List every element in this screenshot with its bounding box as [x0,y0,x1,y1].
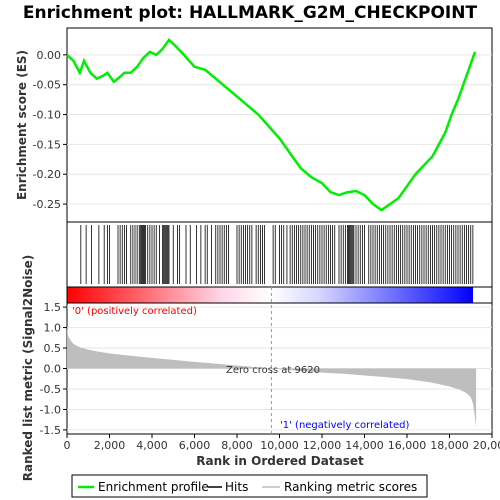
es-panel: 0.00 -0.05 -0.10 -0.15 -0.20 -0.25 [33,27,493,223]
es-tick-label: -0.15 [33,138,61,151]
chart-title: Enrichment plot: HALLMARK_G2M_CHECKPOINT [23,3,478,23]
metric-tick-label: -0.5 [40,383,61,396]
x-tick-label: 20,000 [473,439,500,452]
metric-y-axis-label: Ranked list metric (Signal2Noise) [21,255,35,482]
metric-tick-label: 0.5 [44,342,62,355]
rank-color-bar [67,287,473,303]
x-axis-ticks: 0 2,000 4,000 6,000 8,000 10,000 12,000 14,000 1… [64,434,500,452]
legend-metric-label: Ranking metric scores [284,480,417,494]
zero-cross-label: Zero cross at 9620 [226,365,320,376]
x-tick-label: 6,000 [179,439,211,452]
metric-y-ticks: 1.5 1.0 0.5 0.0 -0.5 -1.0 -1.5 [40,301,67,437]
x-tick-label: 2,000 [94,439,126,452]
x-tick-label: 0 [64,439,71,452]
metric-tick-label: -1.5 [40,424,61,437]
legend: Enrichment profile Hits Ranking metric s… [71,474,428,498]
x-tick-label: 18,000 [430,439,469,452]
legend-profile-label: Enrichment profile [98,480,209,494]
x-tick-label: 4,000 [136,439,168,452]
es-grid [67,54,492,205]
legend-hits-label: Hits [225,480,248,494]
hits-panel [66,221,493,288]
metric-tick-label: -1.0 [40,403,61,416]
x-tick-label: 10,000 [260,439,299,452]
es-tick-label: -0.05 [33,79,61,92]
metric-tick-label: 1.0 [44,322,62,335]
enrichment-profile-line [66,38,477,212]
x-axis-label: Rank in Ordered Dataset [196,454,364,468]
hits-lines [80,225,474,284]
x-tick-label: 16,000 [388,439,427,452]
es-y-axis-label: Enrichment score (ES) [15,50,29,200]
x-tick-label: 12,000 [303,439,342,452]
metric-tick-label: 1.5 [44,301,62,314]
ranking-metric-area [67,327,477,428]
metric-tick-label: 0.0 [44,363,62,376]
es-tick-label: -0.20 [33,168,61,181]
es-tick-label: -0.10 [33,109,61,122]
x-tick-label: 8,000 [221,439,253,452]
es-y-ticks: 0.00 -0.05 -0.10 -0.15 -0.20 -0.25 [33,49,67,211]
es-tick-label: -0.25 [33,198,61,211]
x-tick-label: 14,000 [345,439,384,452]
es-tick-label: 0.00 [37,49,62,62]
positive-correlation-label: '0' (positively correlated) [72,306,197,317]
negative-correlation-label: '1' (negatively correlated) [280,420,409,431]
